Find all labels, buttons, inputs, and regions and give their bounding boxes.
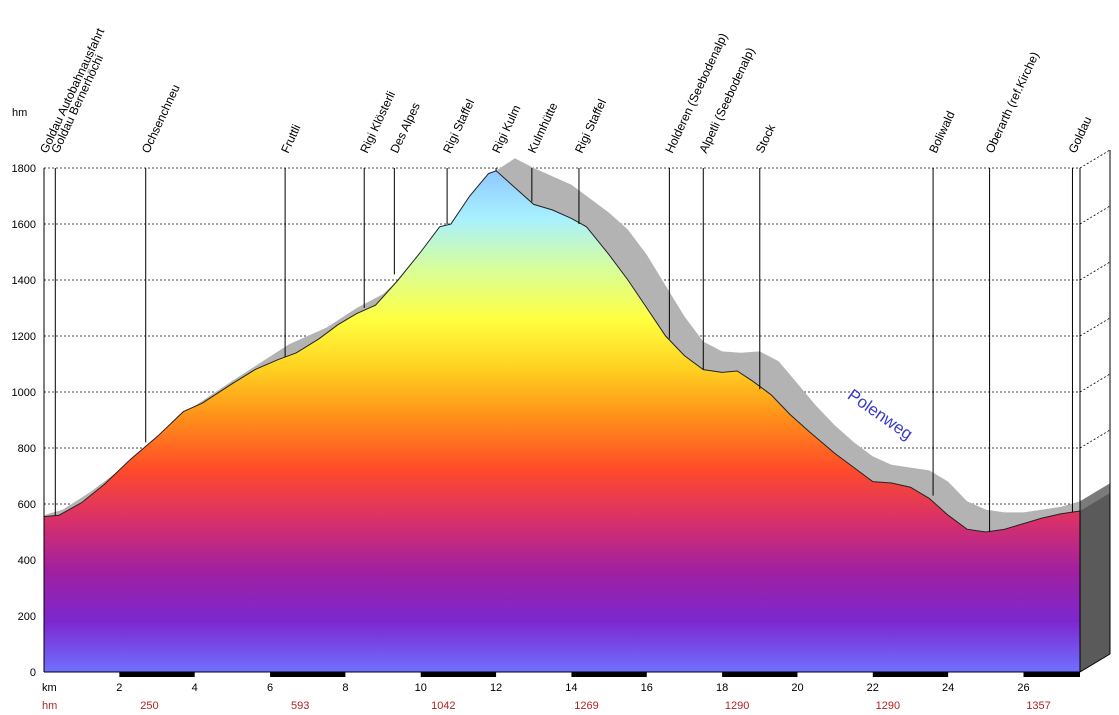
waypoint-label: Boliwald bbox=[926, 109, 958, 155]
x-tick-label: 6 bbox=[267, 682, 273, 694]
x-tick-label: 4 bbox=[192, 682, 198, 694]
ascent-value: 1357 bbox=[1026, 700, 1050, 712]
y-axis-label: hm bbox=[12, 107, 27, 119]
x-tick-label: 2 bbox=[116, 682, 122, 694]
waypoint-label: Stock bbox=[753, 121, 779, 155]
gridline-depth bbox=[1079, 149, 1111, 169]
waypoint-label: Rigi Staffel bbox=[440, 97, 477, 155]
y-tick-label: 600 bbox=[18, 499, 36, 511]
x-tick-label: 18 bbox=[716, 682, 728, 694]
y-tick-label: 1800 bbox=[12, 163, 36, 175]
x-axis-label: km bbox=[42, 682, 57, 694]
y-tick-label: 800 bbox=[18, 443, 36, 455]
y-tick-label: 1400 bbox=[12, 275, 36, 287]
profile-side bbox=[1080, 493, 1110, 672]
x-tick-label: 26 bbox=[1017, 682, 1029, 694]
waypoint-label: Oberarth (ref.Kirche) bbox=[983, 50, 1042, 156]
waypoint-label: Rigi Staffel bbox=[572, 97, 609, 155]
x-tick-label: 24 bbox=[942, 682, 954, 694]
x-tick-label: 16 bbox=[641, 682, 653, 694]
waypoint-label: Holderen (Seebodenalp) bbox=[662, 31, 730, 155]
km-scale-segment bbox=[119, 672, 195, 677]
gridline-depth bbox=[1079, 261, 1111, 281]
km-scale-segment bbox=[722, 672, 798, 677]
ascent-value: 1042 bbox=[431, 700, 455, 712]
km-scale-segment bbox=[420, 672, 497, 677]
y-tick-label: 1200 bbox=[12, 331, 36, 343]
waypoint-label: Des Alpes bbox=[387, 100, 423, 155]
waypoint-label: Rigi Kulm bbox=[489, 103, 523, 155]
x-tick-label: 22 bbox=[867, 682, 879, 694]
km-scale-segment bbox=[571, 672, 647, 677]
gridline-depth bbox=[1079, 205, 1111, 225]
km-scale-segment bbox=[1023, 672, 1080, 677]
ascent-value: 593 bbox=[291, 700, 309, 712]
x-tick-label: 12 bbox=[490, 682, 502, 694]
x-tick-label: 10 bbox=[415, 682, 427, 694]
route-annotation: Polenweg bbox=[844, 385, 916, 443]
waypoint-label: Ochsenchneu bbox=[139, 82, 183, 155]
km-scale-segment bbox=[270, 672, 346, 677]
depth-base bbox=[1079, 653, 1111, 673]
x-tick-label: 20 bbox=[791, 682, 803, 694]
profile-area bbox=[43, 170, 1110, 673]
gridline-depth bbox=[1079, 317, 1111, 337]
x-tick-label: 14 bbox=[565, 682, 577, 694]
ascent-value: 1269 bbox=[574, 700, 598, 712]
gridline-depth bbox=[1079, 373, 1111, 393]
km-scale-segment bbox=[872, 672, 949, 677]
ascent-value: 1290 bbox=[876, 700, 900, 712]
x-tick-label: 8 bbox=[342, 682, 348, 694]
y-tick-label: 200 bbox=[18, 611, 36, 623]
profile-fill bbox=[44, 170, 1080, 673]
y-tick-label: 0 bbox=[30, 667, 36, 679]
waypoint-label: Goldau bbox=[1065, 114, 1094, 155]
waypoint-label: Goldau Autobahnausfahrt bbox=[37, 25, 107, 155]
annotations: Polenweg bbox=[844, 385, 916, 443]
gridline-depth bbox=[1079, 429, 1111, 449]
hm-row-label: hm bbox=[42, 700, 57, 712]
waypoint-label: Fruttli bbox=[278, 122, 303, 155]
chart-frame bbox=[43, 150, 1111, 677]
y-tick-label: 1600 bbox=[12, 219, 36, 231]
ascent-value: 1290 bbox=[725, 700, 749, 712]
y-tick-label: 1000 bbox=[12, 387, 36, 399]
waypoint-label: Kulmhütte bbox=[525, 100, 561, 155]
y-tick-label: 400 bbox=[18, 555, 36, 567]
ascent-value: 250 bbox=[140, 700, 158, 712]
